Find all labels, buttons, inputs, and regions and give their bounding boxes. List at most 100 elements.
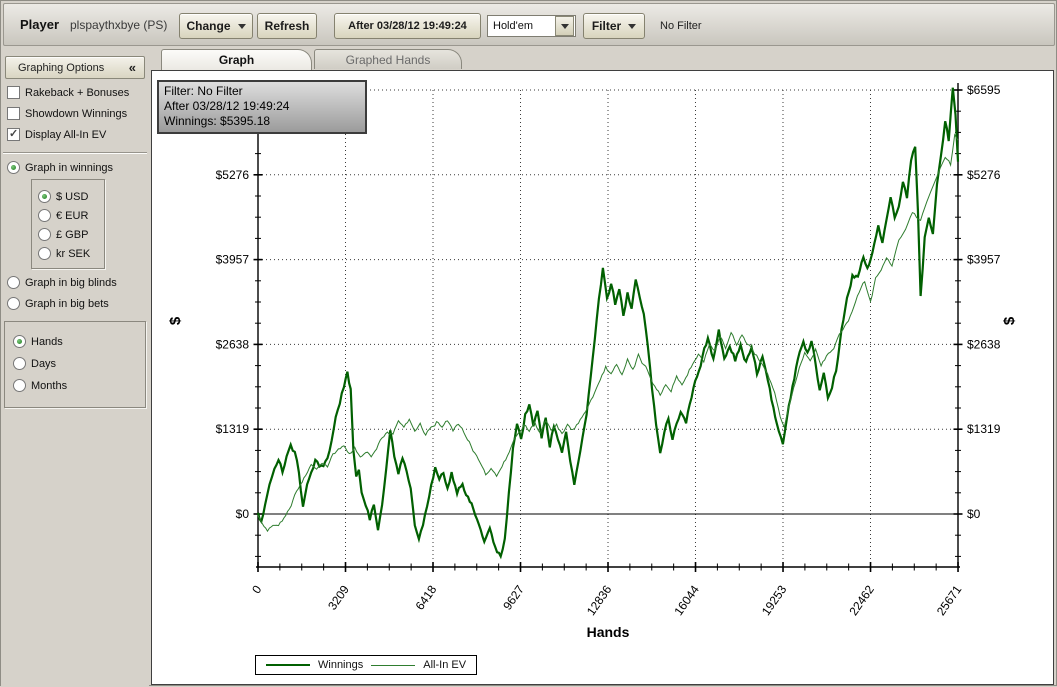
tooltip-filter-line: Filter: No Filter <box>164 84 243 98</box>
radio-gbp[interactable]: £ GBP <box>38 227 98 242</box>
svg-text:$5276: $5276 <box>216 168 250 182</box>
svg-text:Hands: Hands <box>587 624 630 640</box>
svg-text:$3957: $3957 <box>216 253 250 267</box>
chevron-down-icon <box>560 23 569 29</box>
chart-panel: $0 $0 $1319 $1319 $2638 $2638 $3957 $3957 $5276 $… <box>151 70 1054 685</box>
checkbox-label: Rakeback + Bonuses <box>25 86 130 99</box>
radio-graph-in-winnings[interactable]: Graph in winnings <box>7 160 145 175</box>
svg-text:$2638: $2638 <box>216 337 250 351</box>
radio-sek[interactable]: kr SEK <box>38 246 98 261</box>
svg-text:$6595: $6595 <box>967 83 1001 97</box>
checkbox-icon[interactable] <box>7 86 20 99</box>
period-group: Hands Days Months <box>4 321 146 408</box>
legend-label-winnings: Winnings <box>318 659 364 671</box>
radio-days[interactable]: Days <box>13 356 139 371</box>
radio-icon[interactable] <box>13 379 26 392</box>
graphing-options-header[interactable]: Graphing Options « <box>5 56 145 79</box>
separator <box>3 152 147 154</box>
checkbox-display-allin-ev[interactable]: Display All-In EV <box>7 127 145 142</box>
checkbox-label: Display All-In EV <box>25 128 107 141</box>
refresh-button-label: Refresh <box>264 19 310 33</box>
svg-text:3209: 3209 <box>325 582 352 612</box>
tooltip-after-line: After 03/28/12 19:49:24 <box>164 99 290 113</box>
radio-icon[interactable] <box>38 209 51 222</box>
checkbox-icon[interactable] <box>7 107 20 120</box>
legend-label-allin-ev: All-In EV <box>423 659 467 671</box>
top-toolbar: Player plspaythxbye (PS) Change Refresh … <box>3 3 1055 46</box>
svg-text:22462: 22462 <box>846 582 877 618</box>
svg-text:0: 0 <box>249 582 264 596</box>
radio-selected-icon[interactable] <box>38 190 51 203</box>
radio-icon[interactable] <box>7 276 20 289</box>
radio-label: Days <box>31 357 57 370</box>
chart-tooltip: Filter: No Filter After 03/28/12 19:49:2… <box>157 80 367 134</box>
radio-icon[interactable] <box>7 297 20 310</box>
checkbox-rakeback-bonuses[interactable]: Rakeback + Bonuses <box>7 85 145 100</box>
svg-text:$5276: $5276 <box>967 168 1001 182</box>
radio-label: Hands <box>31 335 63 348</box>
svg-text:$0: $0 <box>967 507 981 521</box>
svg-text:$1319: $1319 <box>216 422 250 436</box>
radio-label: Months <box>31 379 68 392</box>
combo-dropdown-button[interactable] <box>555 16 574 36</box>
checkbox-showdown-winnings[interactable]: Showdown Winnings <box>7 106 145 121</box>
radio-icon[interactable] <box>38 228 51 241</box>
game-type-select[interactable]: Hold'em <box>487 15 576 37</box>
player-name: plspaythxbye (PS) <box>70 18 168 32</box>
radio-label: € EUR <box>56 209 89 222</box>
tab-graph[interactable]: Graph <box>161 49 312 70</box>
svg-text:19253: 19253 <box>759 582 790 618</box>
tab-strip: Graph Graphed Hands <box>151 49 1054 70</box>
svg-text:$3957: $3957 <box>967 253 1001 267</box>
radio-label: Graph in winnings <box>25 161 114 174</box>
radio-icon[interactable] <box>13 357 26 370</box>
filter-status: No Filter <box>660 20 702 32</box>
filter-button-label: Filter <box>591 19 622 33</box>
radio-label: £ GBP <box>56 228 89 241</box>
graphing-options-title: Graphing Options <box>18 61 105 74</box>
radio-label: $ USD <box>56 190 89 203</box>
radio-label: kr SEK <box>56 247 91 260</box>
winnings-line-swatch <box>266 664 310 666</box>
player-label: Player <box>20 17 60 32</box>
svg-text:16044: 16044 <box>671 582 702 618</box>
radio-icon[interactable] <box>38 247 51 260</box>
change-button[interactable]: Change <box>179 13 253 39</box>
radio-selected-icon[interactable] <box>7 161 20 174</box>
game-type-value: Hold'em <box>493 20 534 32</box>
svg-text:$2638: $2638 <box>967 337 1001 351</box>
checkbox-checked-icon[interactable] <box>7 127 20 141</box>
tooltip-winnings-line: Winnings: $5395.18 <box>164 114 271 128</box>
svg-text:12836: 12836 <box>584 582 615 618</box>
radio-hands[interactable]: Hands <box>13 334 139 349</box>
svg-text:$1319: $1319 <box>967 422 1001 436</box>
tab-graphed-hands[interactable]: Graphed Hands <box>314 49 462 69</box>
chevron-down-icon <box>628 23 637 29</box>
winnings-chart[interactable]: $0 $0 $1319 $1319 $2638 $2638 $3957 $3957 $5276 $… <box>152 71 1053 684</box>
radio-graph-in-big-blinds[interactable]: Graph in big blinds <box>7 275 145 290</box>
svg-text:6418: 6418 <box>413 582 440 612</box>
svg-text:$: $ <box>1001 316 1018 325</box>
after-date-label: After 03/28/12 19:49:24 <box>348 20 467 32</box>
radio-months[interactable]: Months <box>13 378 139 393</box>
svg-text:25671: 25671 <box>934 582 965 618</box>
refresh-button[interactable]: Refresh <box>257 13 317 39</box>
radio-graph-in-big-bets[interactable]: Graph in big bets <box>7 296 145 311</box>
after-date-button[interactable]: After 03/28/12 19:49:24 <box>334 13 481 39</box>
checkbox-label: Showdown Winnings <box>25 107 128 120</box>
svg-text:$: $ <box>167 316 184 325</box>
chevron-down-icon <box>237 23 246 29</box>
filter-button[interactable]: Filter <box>583 13 645 39</box>
svg-text:9627: 9627 <box>500 582 527 612</box>
change-button-label: Change <box>186 19 231 33</box>
radio-selected-icon[interactable] <box>13 335 26 348</box>
allin-ev-line-swatch <box>371 664 416 666</box>
graphing-options-sidebar: Graphing Options « Rakeback + Bonuses Sh… <box>1 48 149 687</box>
radio-usd[interactable]: $ USD <box>38 189 98 204</box>
collapse-icon: « <box>128 60 136 75</box>
radio-eur[interactable]: € EUR <box>38 208 98 223</box>
radio-label: Graph in big blinds <box>25 276 117 289</box>
chart-legend: Winnings All-In EV <box>255 655 478 675</box>
radio-label: Graph in big bets <box>25 297 109 310</box>
